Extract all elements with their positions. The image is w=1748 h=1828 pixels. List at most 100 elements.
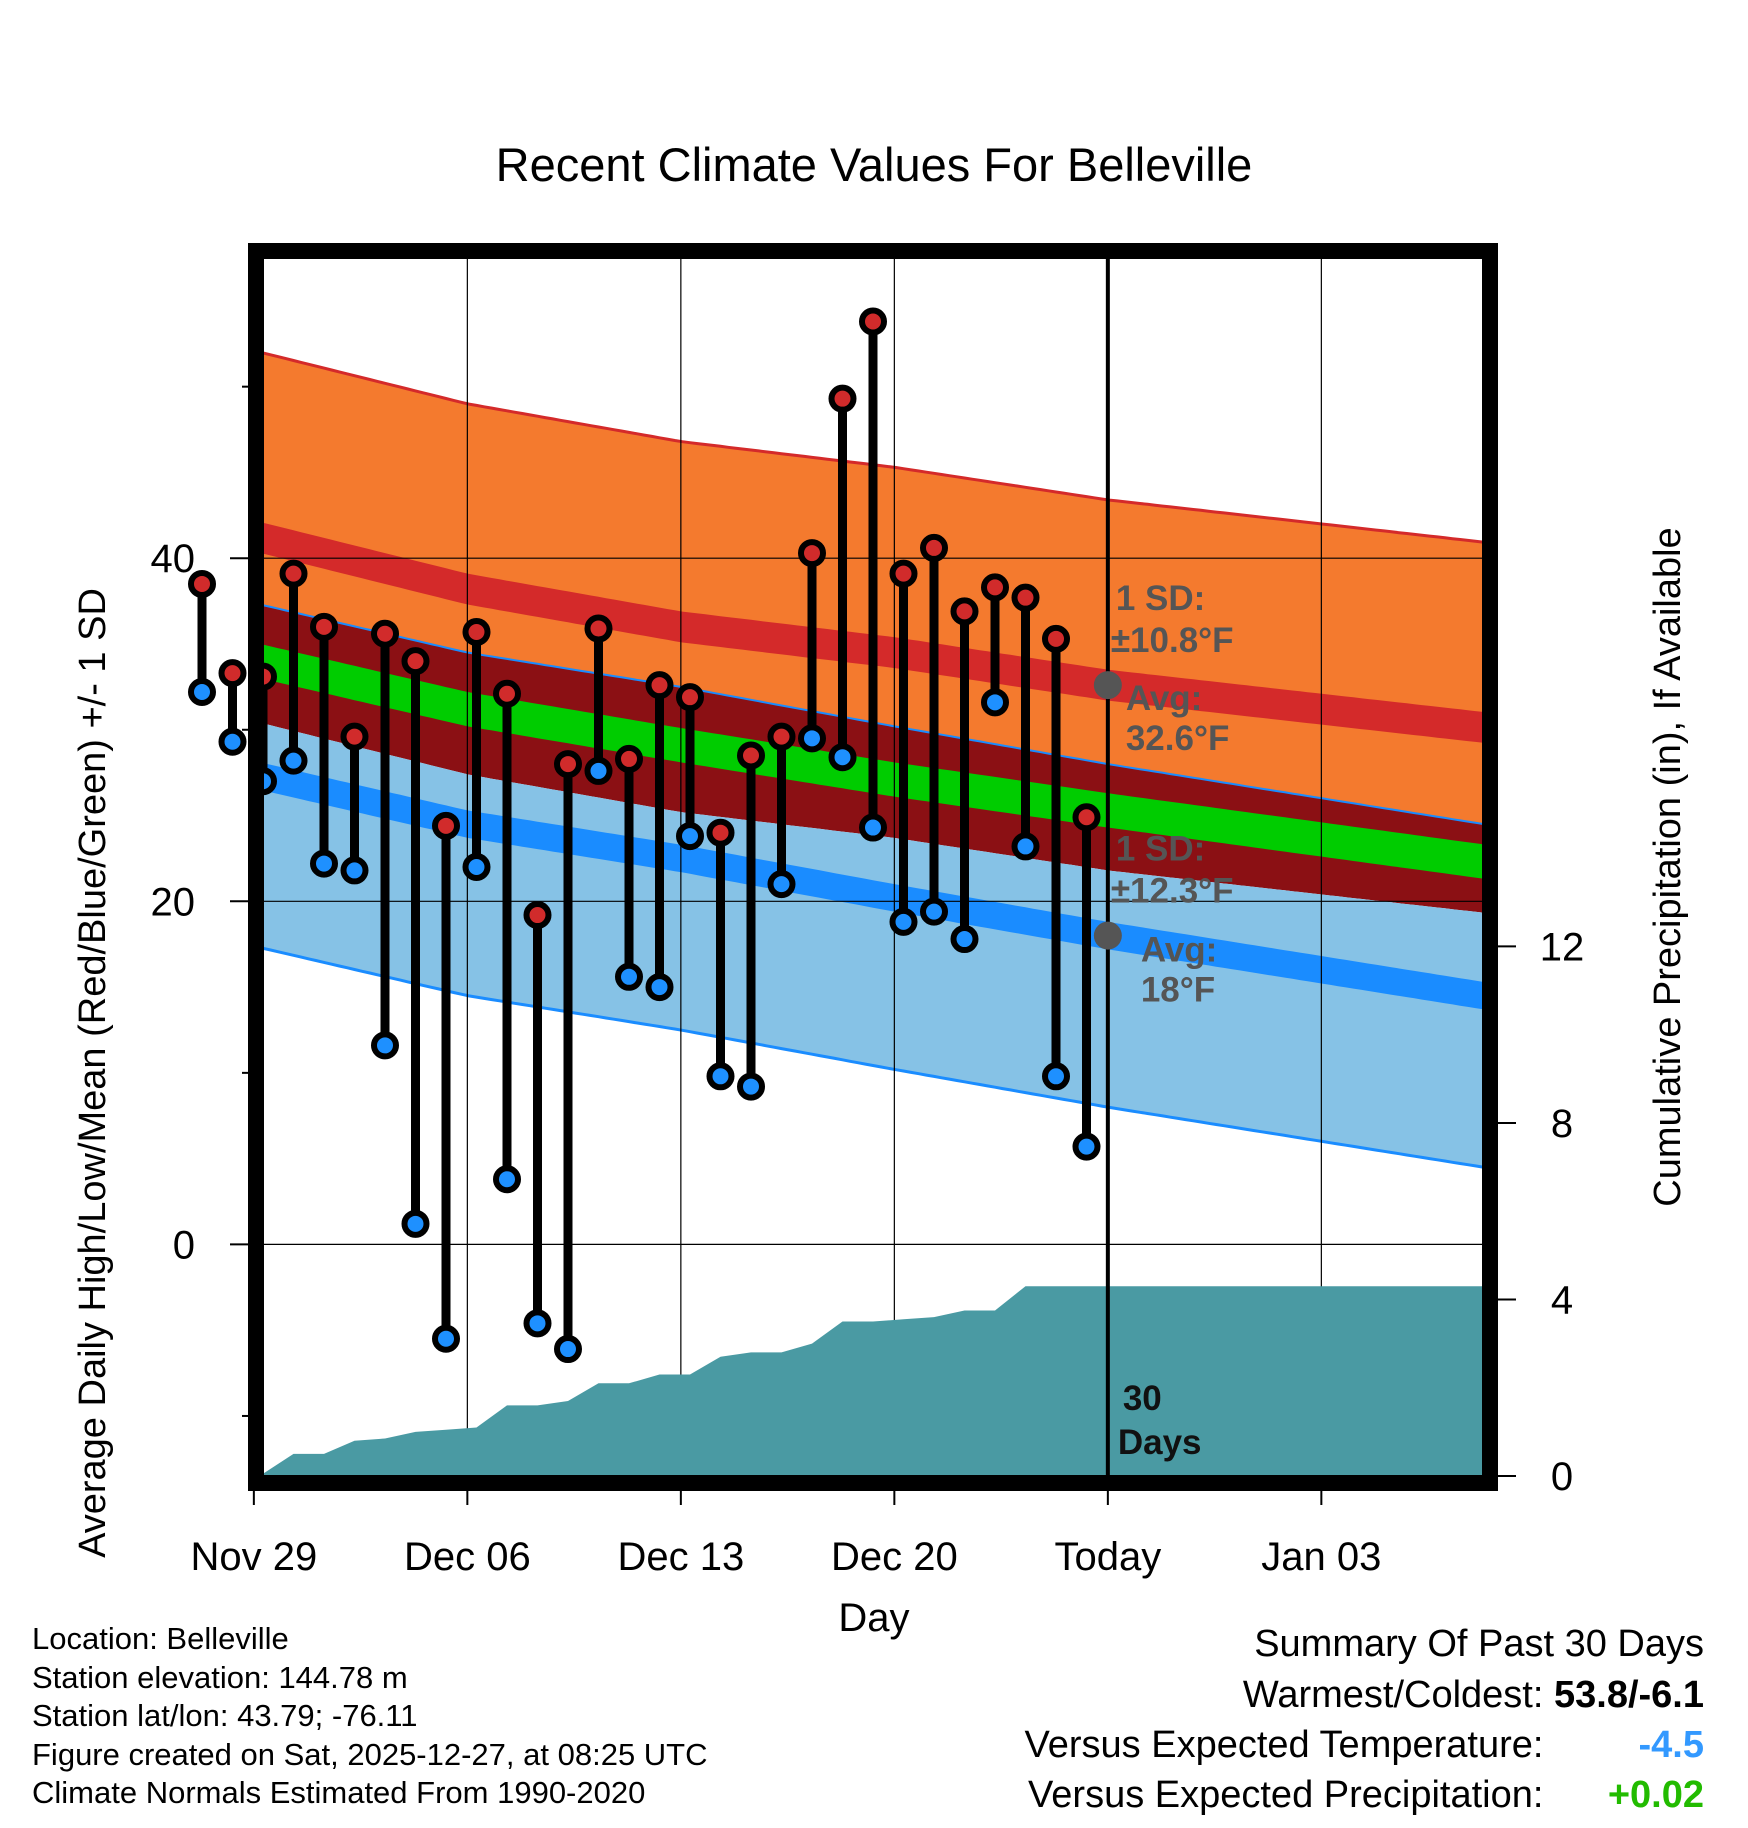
- normals-text: Climate Normals Estimated From 1990-2020: [32, 1775, 646, 1810]
- high-temp-marker: [828, 384, 857, 413]
- created-text: Figure created on Sat, 2025-12-27, at 08…: [32, 1736, 708, 1772]
- temp-label: Versus Expected Temperature:: [1024, 1724, 1544, 1766]
- high-sd-label: 1 SD:: [1116, 579, 1205, 618]
- precip-label: Versus Expected Precipitation:: [1028, 1774, 1544, 1816]
- y-axis-left-label: Average Daily High/Low/Mean (Red/Blue/Gr…: [72, 588, 114, 1558]
- high-temp-marker: [310, 612, 338, 641]
- low-temp-marker: [859, 813, 887, 842]
- location-text: Location: Belleville: [32, 1621, 289, 1656]
- plot-frame: [248, 243, 1498, 1491]
- low-temp-marker: [493, 1165, 521, 1194]
- high-temp-marker: [706, 818, 735, 847]
- low-avg-label: Avg:: [1141, 931, 1217, 970]
- temp-value: -4.5: [1638, 1724, 1704, 1766]
- high-sd-value: ±10.8°F: [1111, 621, 1234, 660]
- low-temp-marker: [310, 849, 338, 878]
- low-temp-marker: [371, 1031, 399, 1060]
- high-temp-marker: [645, 671, 674, 700]
- low-temp-marker: [1072, 1132, 1101, 1161]
- high-temp-marker: [1072, 803, 1101, 832]
- high-temp-marker: [615, 744, 643, 773]
- high-temp-marker: [859, 307, 887, 336]
- axes: Nov 29 Dec 06 Dec 13 Dec 20 Today Jan 0340200…: [151, 385, 1585, 1579]
- high-avg-label: Avg:: [1126, 679, 1202, 718]
- low-temp-marker: [828, 743, 857, 772]
- precipitation-area: [263, 1286, 1483, 1476]
- y-right-tick-label: 12: [1540, 925, 1585, 969]
- high-temp-marker: [767, 722, 796, 751]
- low-temp-marker: [889, 907, 918, 936]
- low-temp-marker: [706, 1062, 735, 1091]
- y-left-tick-label: 0: [173, 1223, 195, 1267]
- low-temp-marker: [340, 856, 369, 885]
- high-temp-marker: [462, 617, 491, 646]
- high-temp-marker: [279, 559, 308, 588]
- x-tick-label: Jan 03: [1261, 1535, 1381, 1579]
- latlon-text: Station lat/lon: 43.79; -76.11: [32, 1698, 418, 1733]
- low-temp-marker: [950, 925, 979, 954]
- x-tick-label: Dec 13: [617, 1535, 744, 1579]
- low-sd-lower-line: [263, 946, 1483, 1169]
- summary-warmest-row: Warmest/Coldest: 53.8/-6.1: [1025, 1670, 1704, 1720]
- low-temp-marker: [676, 822, 704, 851]
- low-sd-label: 1 SD:: [1116, 830, 1205, 869]
- low-avg-value: 18°F: [1141, 971, 1215, 1010]
- high-avg-line: [263, 522, 1483, 743]
- low-temp-marker: [554, 1335, 582, 1364]
- low-temp-marker: [737, 1072, 765, 1101]
- high-temp-marker: [676, 683, 704, 712]
- plot-area: [263, 258, 1483, 1476]
- high-temp-marker: [218, 659, 247, 688]
- low-temp-marker: [462, 853, 491, 881]
- high-temp-marker: [371, 619, 399, 648]
- x-axis-label: Day: [838, 1596, 909, 1640]
- y-axis-right-label: Cumulative Precipitation (in), If Availa…: [1647, 527, 1689, 1206]
- high-temp-marker: [340, 722, 369, 751]
- high-temp-marker: [554, 750, 582, 779]
- low-temp-marker: [432, 1324, 460, 1353]
- high-temp-marker: [523, 901, 552, 930]
- station-info: Location: Belleville Station elevation: …: [32, 1620, 708, 1813]
- high-temp-marker: [798, 539, 826, 568]
- window-label-number: 30: [1123, 1379, 1162, 1418]
- precip-value: +0.02: [1607, 1774, 1704, 1816]
- summary-panel: Summary Of Past 30 Days Warmest/Coldest:…: [1025, 1618, 1704, 1820]
- low-temp-marker: [1042, 1062, 1070, 1091]
- high-avg-today-marker: [1093, 671, 1122, 700]
- low-temp-marker: [218, 727, 247, 756]
- y-left-tick-label: 20: [151, 880, 196, 924]
- low-temp-marker: [767, 870, 796, 899]
- y-right-tick-label: 4: [1551, 1278, 1573, 1322]
- low-temp-marker: [584, 756, 613, 785]
- high-temp-marker: [493, 679, 521, 708]
- high-temp-marker: [1042, 624, 1070, 653]
- chart-title: Recent Climate Values For Belleville: [496, 138, 1253, 191]
- y-right-tick-label: 8: [1551, 1102, 1573, 1146]
- high-temp-marker: [584, 614, 613, 643]
- high-temp-marker: [432, 811, 460, 840]
- high-temp-marker: [737, 741, 765, 770]
- high-temp-marker: [950, 597, 979, 626]
- high-temp-marker: [188, 569, 216, 598]
- low-temp-marker: [615, 962, 643, 991]
- low-temp-marker: [279, 746, 308, 775]
- low-temp-marker: [798, 724, 826, 753]
- low-avg-line: [263, 763, 1483, 1010]
- low-temp-marker: [981, 688, 1009, 717]
- x-tick-label: Nov 29: [190, 1535, 317, 1579]
- low-temp-marker: [523, 1309, 552, 1338]
- elevation-text: Station elevation: 144.78 m: [32, 1659, 408, 1695]
- high-temp-marker: [401, 647, 430, 676]
- low-temp-marker: [188, 678, 216, 707]
- low-avg-today-marker: [1093, 921, 1122, 950]
- y-right-tick-label: 0: [1551, 1455, 1573, 1499]
- window-label-days: Days: [1118, 1423, 1202, 1462]
- high-temp-marker: [981, 573, 1009, 602]
- low-sd-value: ±12.3°F: [1111, 872, 1234, 911]
- high-avg-value: 32.6°F: [1126, 719, 1230, 758]
- high-temp-marker: [889, 559, 918, 588]
- x-tick-label: Today: [1054, 1535, 1161, 1579]
- low-temp-marker: [920, 897, 948, 926]
